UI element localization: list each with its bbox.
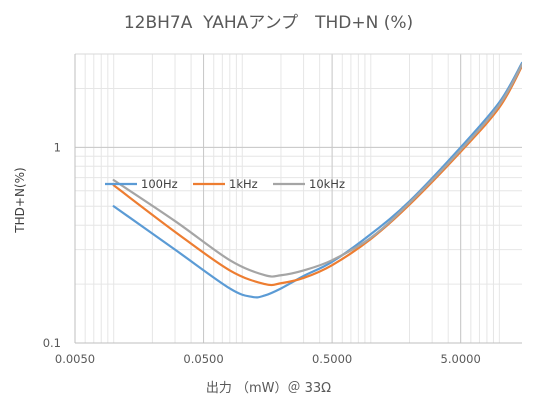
minor-grid [75,54,522,343]
chart-title: 12BH7A YAHAアンプ THD+N (%) [123,13,414,33]
y-tick-label: 1 [54,140,61,154]
x-tick-label: 5.0000 [441,352,481,366]
legend-label-10khz: 10kHz [309,177,345,191]
tick-labels: 0.0050 0.0500 0.5000 5.0000 0.1 1 [43,140,481,366]
axes [74,53,522,344]
x-tick-label: 0.5000 [312,352,352,366]
legend-label-1khz: 1kHz [229,177,258,191]
series-line-100hz [112,61,522,299]
legend: 100Hz 1kHz 10kHz [105,177,345,191]
x-tick-label: 0.0500 [183,352,223,366]
y-tick-label: 0.1 [43,336,61,350]
x-tick-label: 0.0050 [55,352,95,366]
legend-label-100hz: 100Hz [141,177,178,191]
series-lines [112,61,522,299]
series-line-1khz [112,65,522,287]
x-axis-label: 出力 （mW）＠ 33Ω [205,381,332,396]
series-line-10khz [112,63,522,278]
